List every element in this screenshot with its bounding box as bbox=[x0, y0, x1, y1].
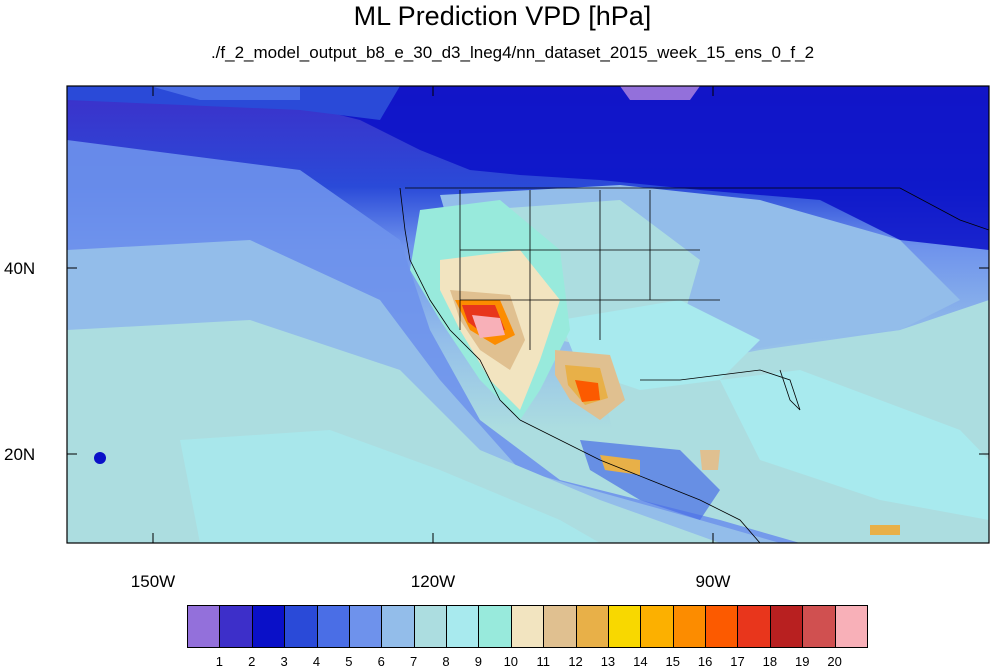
colorbar-box bbox=[381, 605, 415, 648]
colorbar-box bbox=[446, 605, 480, 648]
colorbar-box bbox=[510, 605, 545, 648]
colorbar-tick-label: 3 bbox=[280, 654, 288, 669]
colorbar-box bbox=[543, 605, 577, 648]
lon-label-120w: 120W bbox=[410, 572, 456, 591]
colorbar-box bbox=[219, 605, 253, 648]
colorbar-tick-label: 12 bbox=[568, 654, 583, 669]
colorbar-box bbox=[834, 605, 868, 648]
colorbar-tick-label: 11 bbox=[536, 654, 550, 669]
colorbar-tick-label: 20 bbox=[827, 654, 842, 669]
colorbar-tick-label: 7 bbox=[410, 654, 418, 669]
colorbar-box bbox=[413, 605, 448, 648]
colorbar-tick-label: 15 bbox=[665, 654, 680, 669]
colorbar-tick-label: 4 bbox=[312, 654, 321, 669]
colorbar-box bbox=[348, 605, 383, 648]
colorbar-tick-label: 6 bbox=[377, 654, 385, 669]
lat-label-20n: 20N bbox=[4, 445, 36, 464]
colorbar-tick-label: 5 bbox=[345, 654, 353, 669]
colorbar-box bbox=[316, 605, 350, 648]
colorbar-tick-label: 16 bbox=[697, 654, 713, 669]
map-frame bbox=[66, 85, 990, 544]
lon-label-150w: 150W bbox=[130, 572, 176, 591]
vpd-field bbox=[67, 86, 989, 543]
map-title: ML Prediction VPD [hPa] bbox=[353, 1, 652, 31]
colorbar-box bbox=[705, 605, 739, 648]
colorbar-box bbox=[640, 605, 674, 648]
coastlines bbox=[399, 187, 989, 543]
colorbar-tick-label: 13 bbox=[600, 654, 616, 669]
colorbar-box bbox=[672, 605, 707, 648]
lon-label-90w: 90W bbox=[695, 572, 731, 591]
colorbar-box bbox=[802, 605, 836, 648]
colorbar-tick-label: 8 bbox=[442, 654, 450, 669]
map-subtitle: ./f_2_model_output_b8_e_30_d3_lneg4/nn_d… bbox=[210, 43, 815, 62]
colorbar-tick-label: 14 bbox=[633, 654, 648, 669]
colorbar-tick-label: 9 bbox=[474, 654, 483, 669]
colorbar-tick-label: 19 bbox=[795, 654, 810, 669]
colorbar-box bbox=[607, 605, 642, 648]
colorbar-box bbox=[284, 605, 318, 648]
colorbar bbox=[187, 605, 868, 648]
colorbar-tick-label: 17 bbox=[730, 654, 745, 669]
colorbar-box bbox=[769, 605, 804, 648]
colorbar-box bbox=[478, 605, 512, 648]
colorbar-tick-label: 2 bbox=[248, 654, 256, 669]
axis-ticks bbox=[67, 86, 989, 543]
colorbar-tick-label: 10 bbox=[503, 654, 519, 669]
colorbar-box bbox=[575, 605, 609, 648]
lat-label-40n: 40N bbox=[4, 259, 36, 278]
colorbar-box bbox=[187, 605, 221, 648]
colorbar-box bbox=[737, 605, 771, 648]
colorbar-tick-label: 1 bbox=[215, 654, 223, 669]
colorbar-tick-label: 18 bbox=[762, 654, 778, 669]
colorbar-box bbox=[251, 605, 286, 648]
